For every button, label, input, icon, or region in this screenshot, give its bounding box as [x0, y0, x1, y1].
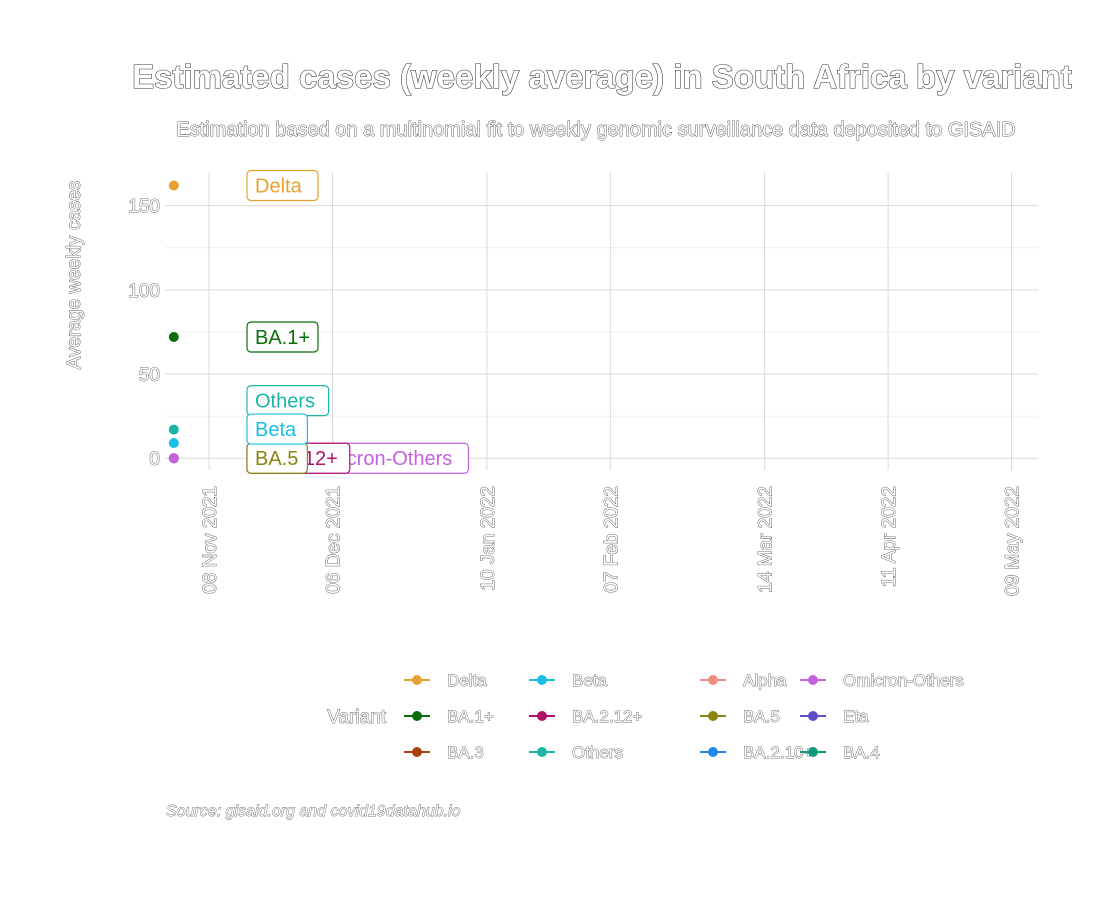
x-tick-label: 09 May 2022 [1003, 486, 1024, 596]
legend-key-point [708, 675, 718, 685]
data-label-text: BA.1+ [255, 327, 310, 349]
legend-label: Others [572, 743, 623, 762]
legend-key-point [537, 711, 547, 721]
legend-item-eta: Eta [800, 707, 869, 726]
legend-key-point [708, 711, 718, 721]
legend-item-delta: Delta [404, 671, 488, 690]
data-point-omicron-others [168, 453, 179, 464]
legend-label: Alpha [743, 671, 787, 690]
data-label-text: Others [255, 391, 315, 413]
data-label-ba-5: BA.5 [246, 442, 309, 474]
x-tick-label: 08 Nov 2021 [200, 486, 221, 594]
legend-item-beta: Beta [529, 671, 608, 690]
data-label-others: Others [246, 384, 330, 417]
x-tick-label: 10 Jan 2022 [478, 486, 499, 591]
data-point-ba-1- [168, 331, 179, 342]
data-point-beta [168, 438, 179, 449]
legend-item-ba-1-: BA.1+ [404, 707, 494, 726]
data-label-text: Beta [255, 419, 297, 441]
legend-label: Eta [843, 707, 869, 726]
legend-key-point [537, 747, 547, 757]
legend-item-ba-3: BA.3 [404, 743, 484, 762]
data-points [168, 180, 179, 464]
legend-key-point [808, 675, 818, 685]
y-tick-label: 0 [149, 449, 160, 470]
legend-label: BA.3 [447, 743, 484, 762]
data-point-others [168, 424, 179, 435]
legend: Delta BA.1+ BA.3 Beta BA.2.12+ Others Alpha BA.… [404, 671, 964, 762]
legend-item-alpha: Alpha [700, 671, 787, 690]
x-tick-label: 06 Dec 2021 [324, 486, 345, 594]
data-label-text: BA.5 [255, 448, 298, 470]
data-label-box [246, 413, 309, 445]
legend-key-point [412, 675, 422, 685]
chart-subtitle: Estimation based on a multinomial fit to… [176, 119, 1015, 141]
grid [165, 172, 1038, 470]
y-axis-title: Average weekly cases [64, 181, 85, 370]
data-label-delta: Delta [246, 169, 319, 202]
legend-item-others: Others [529, 743, 623, 762]
legend-label: Delta [447, 671, 487, 690]
legend-key-point [808, 711, 818, 721]
data-label-box [246, 321, 319, 353]
legend-item-ba-2-10-: BA.2.10+ [700, 743, 814, 762]
legend-item-ba-5: BA.5 [700, 707, 780, 726]
legend-key-point [537, 675, 547, 685]
data-labels: DeltaBA.1+Omicron-OthersBA.2.12+BA.5Othe… [246, 169, 469, 474]
legend-label: BA.4 [843, 743, 880, 762]
legend-label: BA.2.10+ [743, 743, 813, 762]
chart-title: Estimated cases (weekly average) in Sout… [132, 58, 1072, 95]
legend-key-point [708, 747, 718, 757]
x-tick-label: 14 Mar 2022 [756, 486, 777, 593]
y-tick-label: 150 [128, 197, 160, 218]
data-point-delta [168, 180, 179, 191]
legend-item-ba-4: BA.4 [800, 743, 880, 762]
legend-key-point [412, 747, 422, 757]
legend-label: Beta [572, 671, 608, 690]
legend-title: Variant [327, 707, 387, 728]
legend-item-ba-2-12-: BA.2.12+ [529, 707, 643, 726]
legend-item-omicron-others: Omicron-Others [800, 671, 964, 690]
legend-label: Omicron-Others [843, 671, 964, 690]
x-tick-label: 07 Feb 2022 [601, 486, 622, 593]
legend-label: BA.5 [743, 707, 780, 726]
y-tick-label: 50 [139, 365, 160, 386]
y-tick-label: 100 [128, 281, 160, 302]
chart-caption: Source: gisaid.org and covid19datahub.io [166, 803, 461, 820]
data-label-text: Delta [255, 175, 303, 197]
legend-label: BA.1+ [447, 707, 494, 726]
legend-key-point [412, 711, 422, 721]
legend-key-point [808, 747, 818, 757]
data-label-beta: Beta [246, 413, 309, 445]
data-label-ba-1-: BA.1+ [246, 321, 319, 353]
x-tick-label: 11 Apr 2022 [879, 486, 900, 587]
legend-label: BA.2.12+ [572, 707, 642, 726]
axis-ticks: 0 50 100 150 08 Nov 2021 06 Dec 2021 10 Jan 20… [128, 196, 1024, 596]
data-label-box [246, 169, 319, 202]
